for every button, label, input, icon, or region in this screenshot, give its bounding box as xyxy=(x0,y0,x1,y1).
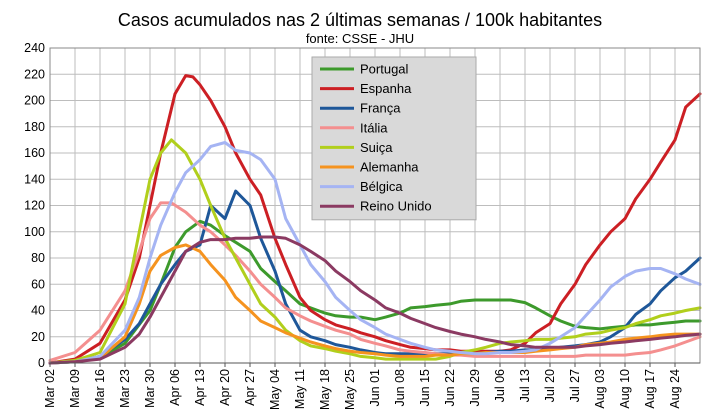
legend-label-alemanha: Alemanha xyxy=(360,160,419,175)
series-line-reino-unido xyxy=(48,235,702,365)
x-tick-label: Aug 24 xyxy=(668,369,682,409)
x-tick-label: Jun 08 xyxy=(393,369,407,407)
x-tick-label: Aug 10 xyxy=(618,369,632,409)
x-tick-label: Mar 16 xyxy=(93,369,107,408)
x-tick-label: Apr 06 xyxy=(168,369,182,406)
y-tick-label: 40 xyxy=(31,304,45,318)
x-tick-label: Jul 06 xyxy=(493,369,507,402)
legend: Portugal Espanha França Itália Suiça Alemanha… xyxy=(311,56,477,221)
x-tick-label: Jul 20 xyxy=(543,369,557,402)
legend-box xyxy=(311,56,477,221)
legend-label-fran-a: França xyxy=(360,101,401,116)
x-tick-label: Jun 15 xyxy=(418,369,432,407)
x-tick-label: Apr 20 xyxy=(218,369,232,406)
y-tick-label: 0 xyxy=(38,356,45,370)
legend-label-espanha: Espanha xyxy=(360,81,412,96)
x-tick-label: Aug 17 xyxy=(643,369,657,409)
x-tick-label: Jun 29 xyxy=(468,369,482,407)
series-line-b-lgica xyxy=(48,141,702,365)
legend-label-b-lgica: Bélgica xyxy=(360,179,403,194)
x-tick-label: May 25 xyxy=(343,369,357,410)
x-tick-label: Jun 22 xyxy=(443,369,457,407)
series-line-espanha xyxy=(48,74,702,365)
y-tick-label: 240 xyxy=(24,41,45,55)
x-tick-label: Mar 02 xyxy=(43,369,57,408)
x-tick-label: Apr 13 xyxy=(193,369,207,406)
y-tick-label: 200 xyxy=(24,94,45,108)
x-tick-label: Aug 03 xyxy=(593,369,607,409)
series-lines xyxy=(48,74,702,365)
x-tick-label: Jul 27 xyxy=(568,369,582,402)
y-tick-label: 80 xyxy=(31,251,45,265)
y-tick-label: 160 xyxy=(24,146,45,160)
legend-label-sui-a: Suiça xyxy=(360,140,393,155)
x-tick-label: Mar 09 xyxy=(68,369,82,408)
y-tick-label: 120 xyxy=(24,199,45,213)
y-tick-label: 140 xyxy=(24,172,45,186)
x-tick-label: May 11 xyxy=(293,369,307,409)
x-tick-label: Mar 23 xyxy=(118,369,132,408)
legend-label-it-lia: Itália xyxy=(360,120,388,135)
chart-title: Casos acumulados nas 2 últimas semanas /… xyxy=(118,10,602,30)
x-tick-label: May 04 xyxy=(268,369,282,410)
series-line-it-lia xyxy=(48,201,702,362)
chart-subtitle: fonte: CSSE - JHU xyxy=(306,31,414,46)
y-tick-label: 60 xyxy=(31,277,45,291)
series-line-sui-a xyxy=(48,138,702,365)
x-tick-label: May 18 xyxy=(318,369,332,410)
y-tick-label: 180 xyxy=(24,120,45,134)
legend-label-portugal: Portugal xyxy=(360,62,409,77)
x-axis-ticks: Mar 02 Mar 09 Mar 16 Mar 23 Mar 30 Apr 06 Apr … xyxy=(43,363,682,410)
x-tick-label: Jul 13 xyxy=(518,369,532,402)
x-tick-label: Mar 30 xyxy=(143,369,157,408)
y-axis-ticks: 0 20 40 60 80 100 120 140 160 180 200 220 240 xyxy=(24,41,45,370)
y-tick-label: 100 xyxy=(24,225,45,239)
legend-label-reino-unido: Reino Unido xyxy=(360,199,432,214)
x-tick-label: Apr 27 xyxy=(243,369,257,406)
y-tick-label: 220 xyxy=(24,67,45,81)
y-tick-label: 20 xyxy=(31,330,45,344)
x-tick-label: Jun 01 xyxy=(368,369,382,407)
